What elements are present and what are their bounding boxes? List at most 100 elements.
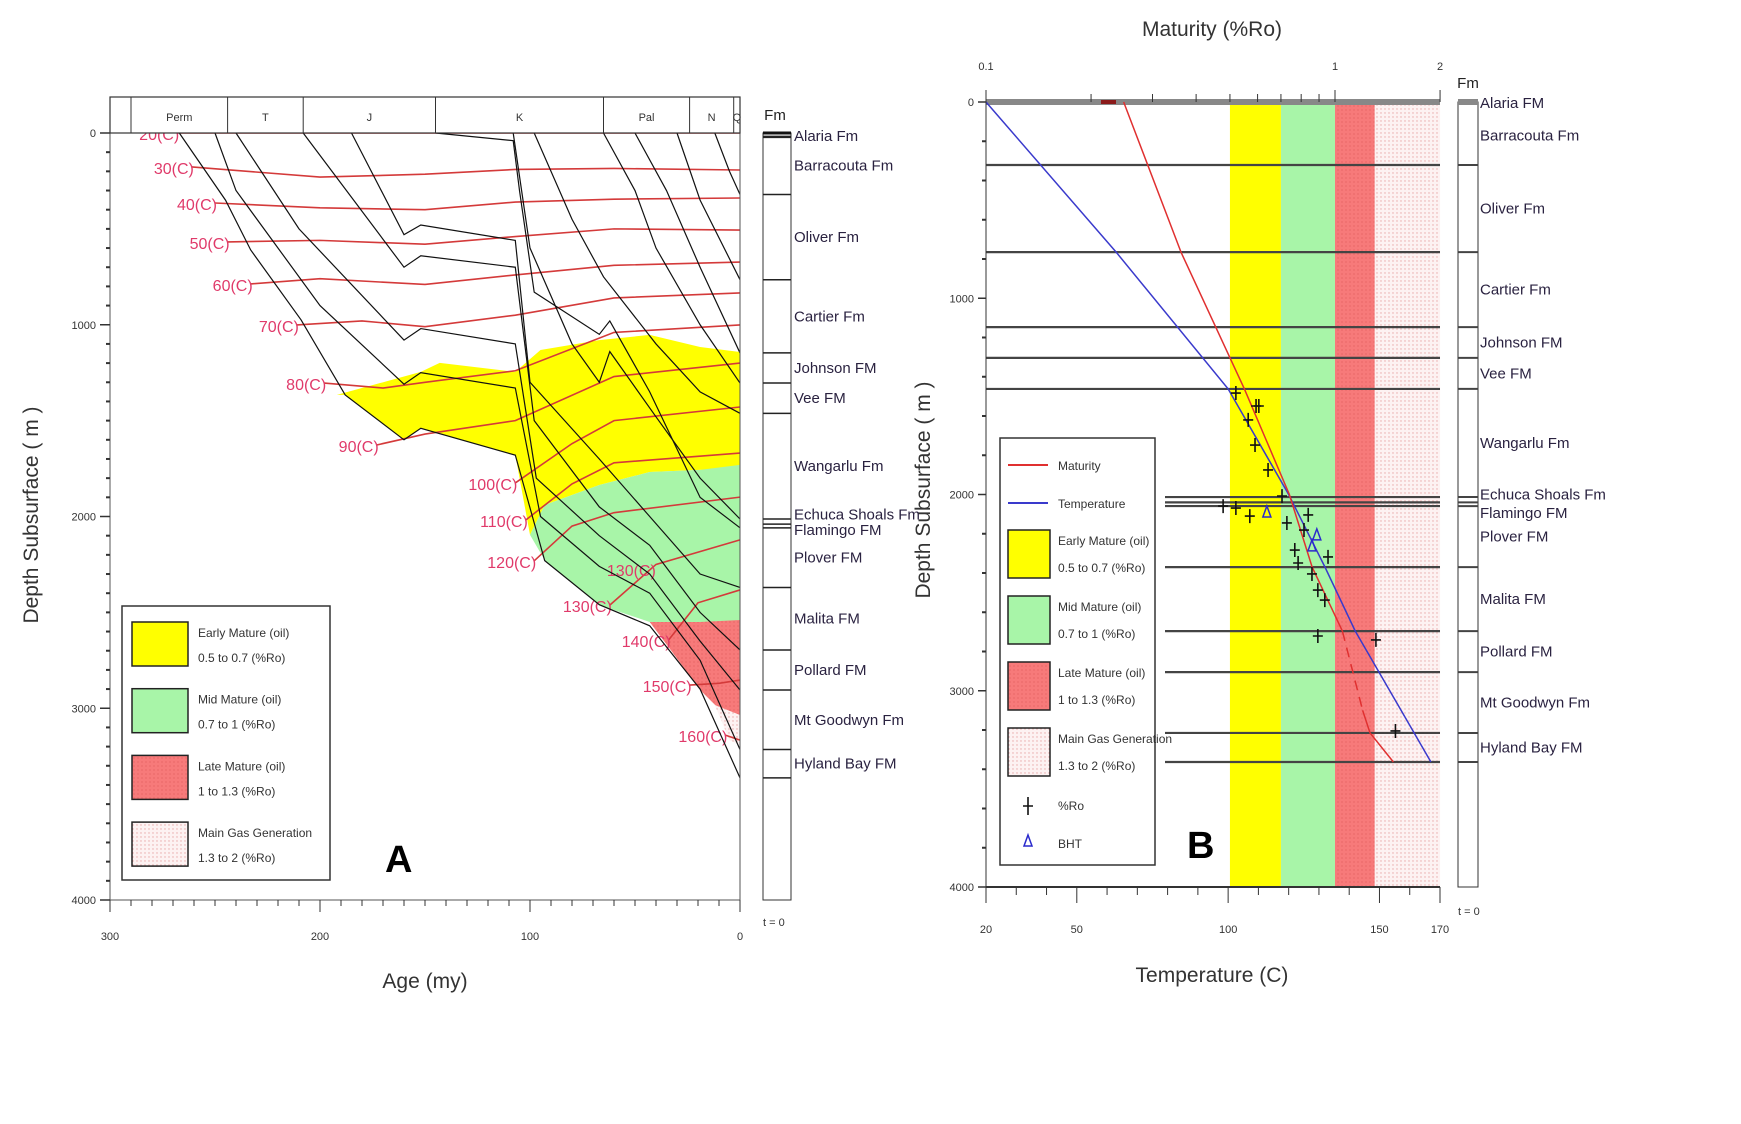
x-tick-label: 300 — [101, 931, 119, 943]
formation-column-a: Fm Alaria Fm Barracouta Fm Oliver Fm Cartier… — [762, 107, 920, 929]
isotherm-line — [725, 734, 741, 741]
isotherms: 20(C)30(C)40(C)50(C)60(C)70(C)80(C)90(C)… — [139, 127, 741, 746]
formation-label: Oliver Fm — [1480, 201, 1545, 218]
isotherm-line — [214, 197, 741, 211]
legend-label: Mid Mature (oil) — [198, 693, 281, 707]
top-tick-label: 1 — [1332, 61, 1338, 73]
maturity-window-mid — [530, 464, 740, 626]
formation-label: Alaria FM — [1480, 95, 1544, 112]
formation-label: Hyland Bay FM — [1480, 739, 1583, 756]
burial-curve — [602, 132, 741, 384]
formation-header: Fm — [764, 107, 786, 124]
isotherm-line — [514, 406, 741, 484]
isotherm-label: 160(C) — [678, 729, 727, 746]
isotherm-label: 110(C) — [480, 514, 528, 531]
maturity-band-gas — [1374, 102, 1441, 887]
formation-label: Pollard FM — [794, 662, 867, 679]
panel-b-maturity-profile: 0 1000 2000 3000 4000 0.1 1 2 20 50 100 150 170 FmAl… — [912, 18, 1606, 987]
ro-sample-cross — [1244, 509, 1255, 524]
period-label: Perm — [166, 112, 192, 124]
y-tick-label: 0 — [90, 128, 96, 140]
isotherm-line — [250, 261, 741, 286]
ro-sample-cross — [1250, 438, 1261, 453]
bht-sample-triangle — [1311, 526, 1322, 541]
ro-sample-cross — [1306, 566, 1317, 581]
isotherm-line — [376, 362, 741, 446]
formation-label: Alaria Fm — [794, 128, 858, 145]
ro-sample-cross — [1312, 583, 1323, 598]
legend-label: Temperature — [1058, 497, 1126, 511]
formation-label: Mt Goodwyn Fm — [1480, 695, 1590, 712]
time-zero-label: t = 0 — [763, 917, 785, 929]
formation-label: Barracouta Fm — [794, 158, 893, 175]
x-tick-label: 100 — [521, 931, 539, 943]
formation-label: Johnson FM — [794, 360, 877, 377]
isotherm-label: 120(C) — [487, 555, 536, 572]
legend-swatch-early — [131, 621, 189, 667]
burial-curve — [676, 132, 741, 280]
ro-sample-cross — [1218, 499, 1229, 514]
burial-curve — [533, 132, 741, 414]
legend-a: Early Mature (oil) 0.5 to 0.7 (%Ro) Mid Ma… — [121, 605, 331, 881]
legend-swatch-gas — [1007, 727, 1051, 777]
formation-lines — [986, 99, 1440, 764]
burial-curve — [512, 132, 741, 520]
legend-range: 0.5 to 0.7 (%Ro) — [198, 651, 285, 665]
y-tick-label: 3000 — [950, 686, 974, 698]
maturity-band-late — [1335, 102, 1375, 887]
ro-sample-cross — [1230, 501, 1241, 516]
x-axis-title-b: Temperature (C) — [1136, 964, 1289, 987]
burial-curve — [714, 132, 741, 195]
legend-label: Mid Mature (oil) — [1058, 600, 1141, 614]
isotherm-label: 150(C) — [643, 679, 692, 696]
y-tick-label: 1000 — [72, 320, 96, 332]
legend-range: 0.7 to 1 (%Ro) — [1058, 627, 1135, 641]
legend-range: 1 to 1.3 (%Ro) — [198, 784, 275, 798]
ro-sample-cross — [1370, 632, 1381, 647]
legend-range: 1.3 to 2 (%Ro) — [198, 851, 275, 865]
formation-label: Wangarlu Fm — [1480, 435, 1569, 452]
isotherm-label: 40(C) — [177, 197, 217, 214]
legend-swatch-early — [1007, 529, 1051, 579]
ro-sample-cross — [1293, 555, 1304, 570]
ro-sample-cross — [1281, 515, 1292, 530]
x-tick-label: 0 — [737, 931, 743, 943]
time-zero-label: t = 0 — [1458, 906, 1480, 918]
ro-sample-cross — [1253, 398, 1264, 413]
y-tick-label: 3000 — [72, 703, 96, 715]
formation-column-frame — [762, 132, 792, 901]
x-axis-title-a: Age (my) — [382, 970, 467, 993]
profile-curves — [985, 101, 1432, 763]
isotherm-line — [525, 452, 741, 521]
formation-label: Wangarlu Fm — [794, 458, 883, 475]
legend-range: 0.7 to 1 (%Ro) — [198, 718, 275, 732]
maturity-bands — [1229, 102, 1441, 887]
x-tick-label: 50 — [1071, 924, 1083, 936]
ro-sample-cross — [1289, 543, 1300, 558]
legend-swatch-mid — [1007, 595, 1051, 645]
ro-sample-cross — [1263, 462, 1274, 477]
legend-range: 0.5 to 0.7 (%Ro) — [1058, 561, 1145, 575]
period-label: Pal — [639, 112, 655, 124]
ro-sample-cross — [1298, 523, 1309, 538]
formation-label: Plover FM — [1480, 529, 1548, 546]
isotherm-line — [191, 166, 741, 178]
legend-swatch-mid — [131, 687, 189, 734]
isotherm-label: 100(C) — [468, 477, 517, 494]
legend-label: Maturity — [1058, 459, 1101, 473]
formation-label: Malita FM — [1480, 591, 1546, 608]
surface-bar — [986, 99, 1440, 105]
burial-curve — [178, 132, 741, 779]
period-header: Perm T J K Pal N Q — [109, 96, 742, 134]
y-tick-label: 1000 — [950, 293, 974, 305]
isotherm-label: 60(C) — [213, 278, 253, 295]
isotherm-label: 30(C) — [154, 161, 194, 178]
legend-ro-cross — [1023, 797, 1033, 815]
formation-label: Hyland Bay FM — [794, 756, 897, 773]
formation-label: Oliver Fm — [794, 229, 859, 246]
burial-curve — [214, 132, 741, 750]
x-tick-label: 170 — [1431, 924, 1449, 936]
formation-label: Echuca Shoals Fm — [794, 507, 920, 524]
